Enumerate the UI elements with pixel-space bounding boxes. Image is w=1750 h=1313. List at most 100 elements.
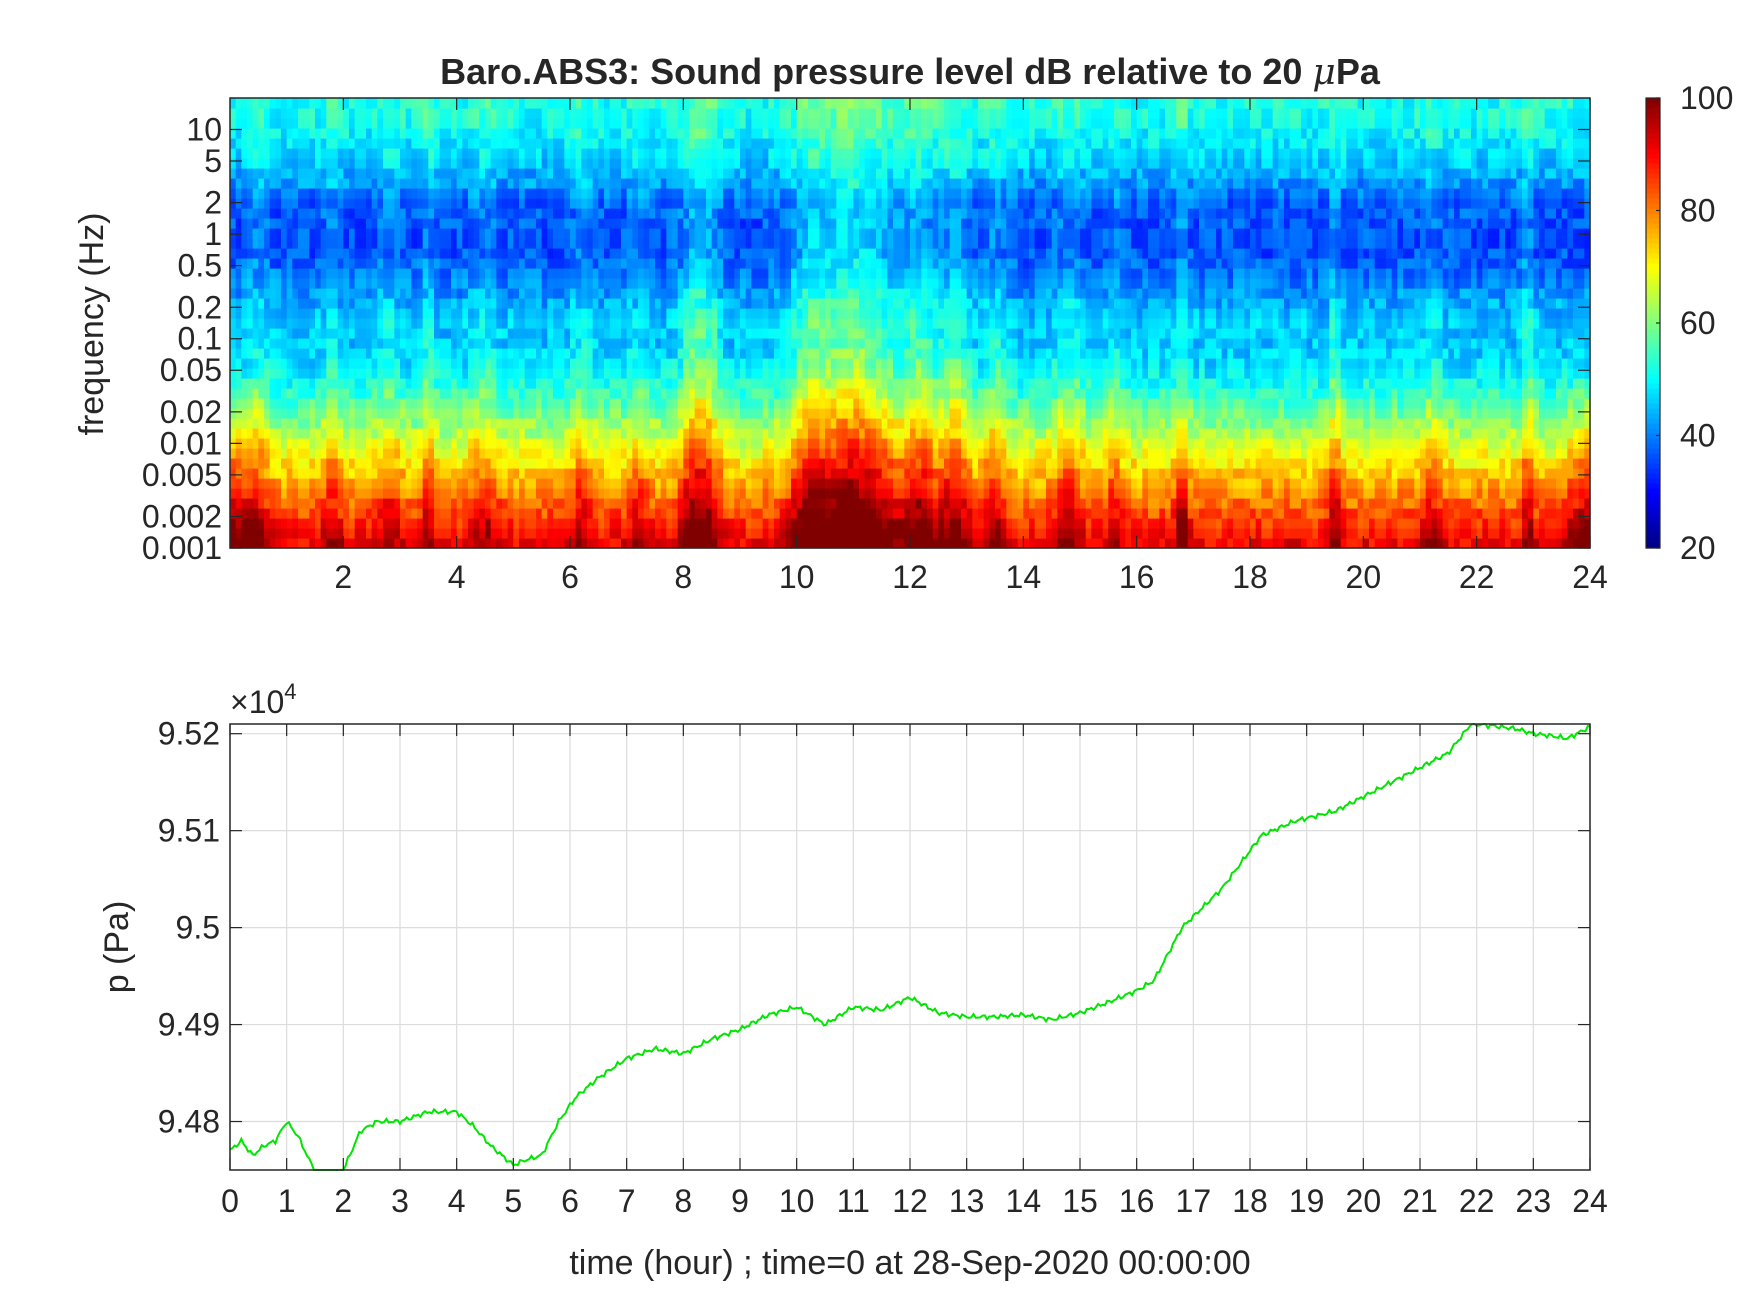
heatmap-cell bbox=[230, 248, 237, 259]
heatmap-cell bbox=[751, 228, 758, 239]
heatmap-cell bbox=[286, 318, 293, 329]
heatmap-cell bbox=[626, 308, 633, 319]
heatmap-cell bbox=[717, 448, 724, 459]
heatmap-cell bbox=[383, 178, 390, 189]
heatmap-cell bbox=[615, 278, 622, 289]
heatmap-cell bbox=[581, 148, 588, 159]
heatmap-cell bbox=[779, 268, 786, 279]
heatmap-cell bbox=[808, 198, 815, 209]
heatmap-cell bbox=[445, 128, 452, 139]
heatmap-cell bbox=[502, 358, 509, 369]
heatmap-cell bbox=[405, 288, 412, 299]
heatmap-cell bbox=[819, 118, 826, 129]
heatmap-cell bbox=[711, 408, 718, 419]
heatmap-cell bbox=[558, 448, 565, 459]
heatmap-cell bbox=[411, 178, 418, 189]
heatmap-cell bbox=[632, 488, 639, 499]
heatmap-cell bbox=[292, 178, 299, 189]
heatmap-cell bbox=[354, 398, 361, 409]
heatmap-cell bbox=[666, 298, 673, 309]
heatmap-cell bbox=[394, 148, 401, 159]
heatmap-cell bbox=[711, 438, 718, 449]
heatmap-cell bbox=[672, 208, 679, 219]
heatmap-cell bbox=[383, 208, 390, 219]
heatmap-cell bbox=[252, 318, 259, 329]
heatmap-cell bbox=[836, 148, 843, 159]
heatmap-cell bbox=[643, 228, 650, 239]
heatmap-cell bbox=[700, 168, 707, 179]
heatmap-cell bbox=[513, 208, 520, 219]
heatmap-cell bbox=[337, 378, 344, 389]
heatmap-cell bbox=[445, 468, 452, 479]
heatmap-cell bbox=[581, 478, 588, 489]
heatmap-cell bbox=[360, 128, 367, 139]
heatmap-cell bbox=[734, 278, 741, 289]
heatmap-cell bbox=[694, 338, 701, 349]
heatmap-cell bbox=[666, 348, 673, 359]
heatmap-cell bbox=[558, 368, 565, 379]
heatmap-cell bbox=[558, 398, 565, 409]
heatmap-cell bbox=[751, 378, 758, 389]
heatmap-cell bbox=[360, 298, 367, 309]
heatmap-cell bbox=[825, 498, 832, 509]
heatmap-cell bbox=[745, 368, 752, 379]
heatmap-cell bbox=[694, 528, 701, 539]
heatmap-cell bbox=[706, 148, 713, 159]
heatmap-cell bbox=[496, 498, 503, 509]
heatmap-cell bbox=[315, 488, 322, 499]
heatmap-cell bbox=[445, 338, 452, 349]
heatmap-cell bbox=[587, 138, 594, 149]
heatmap-cell bbox=[298, 528, 305, 539]
heatmap-cell bbox=[354, 318, 361, 329]
heatmap-cell bbox=[581, 498, 588, 509]
heatmap-cell bbox=[235, 398, 242, 409]
heatmap-cell bbox=[388, 478, 395, 489]
heatmap-cell bbox=[694, 538, 701, 549]
heatmap-cell bbox=[428, 528, 435, 539]
heatmap-cell bbox=[343, 358, 350, 369]
heatmap-cell bbox=[666, 288, 673, 299]
heatmap-cell bbox=[332, 268, 339, 279]
heatmap-cell bbox=[626, 478, 633, 489]
heatmap-cell bbox=[615, 388, 622, 399]
heatmap-cell bbox=[672, 308, 679, 319]
heatmap-cell bbox=[728, 118, 735, 129]
heatmap-cell bbox=[853, 468, 860, 479]
heatmap-cell bbox=[462, 358, 469, 369]
heatmap-cell bbox=[360, 418, 367, 429]
heatmap-cell bbox=[558, 528, 565, 539]
heatmap-cell bbox=[473, 418, 480, 429]
heatmap-cell bbox=[791, 368, 798, 379]
heatmap-cell bbox=[371, 358, 378, 369]
heatmap-cell bbox=[428, 288, 435, 299]
heatmap-cell bbox=[337, 488, 344, 499]
heatmap-cell bbox=[388, 178, 395, 189]
heatmap-cell bbox=[377, 528, 384, 539]
heatmap-cell bbox=[689, 408, 696, 419]
heatmap-cell bbox=[847, 258, 854, 269]
heatmap-cell bbox=[553, 98, 560, 109]
heatmap-cell bbox=[439, 448, 446, 459]
heatmap-cell bbox=[524, 288, 531, 299]
heatmap-cell bbox=[507, 198, 514, 209]
heatmap-cell bbox=[632, 518, 639, 529]
heatmap-cell bbox=[473, 138, 480, 149]
heatmap-cell bbox=[354, 458, 361, 469]
heatmap-cell bbox=[337, 428, 344, 439]
heatmap-cell bbox=[519, 398, 526, 409]
heatmap-cell bbox=[830, 178, 837, 189]
heatmap-cell bbox=[235, 418, 242, 429]
heatmap-cell bbox=[235, 218, 242, 229]
heatmap-cell bbox=[751, 348, 758, 359]
heatmap-cell bbox=[547, 248, 554, 259]
heatmap-cell bbox=[507, 478, 514, 489]
heatmap-cell bbox=[366, 238, 373, 249]
heatmap-cell bbox=[281, 138, 288, 149]
heatmap-cell bbox=[796, 458, 803, 469]
heatmap-cell bbox=[411, 418, 418, 429]
heatmap-cell bbox=[434, 328, 441, 339]
heatmap-cell bbox=[252, 528, 259, 539]
heatmap-cell bbox=[621, 108, 628, 119]
heatmap-cell bbox=[451, 308, 458, 319]
heatmap-cell bbox=[320, 488, 327, 499]
